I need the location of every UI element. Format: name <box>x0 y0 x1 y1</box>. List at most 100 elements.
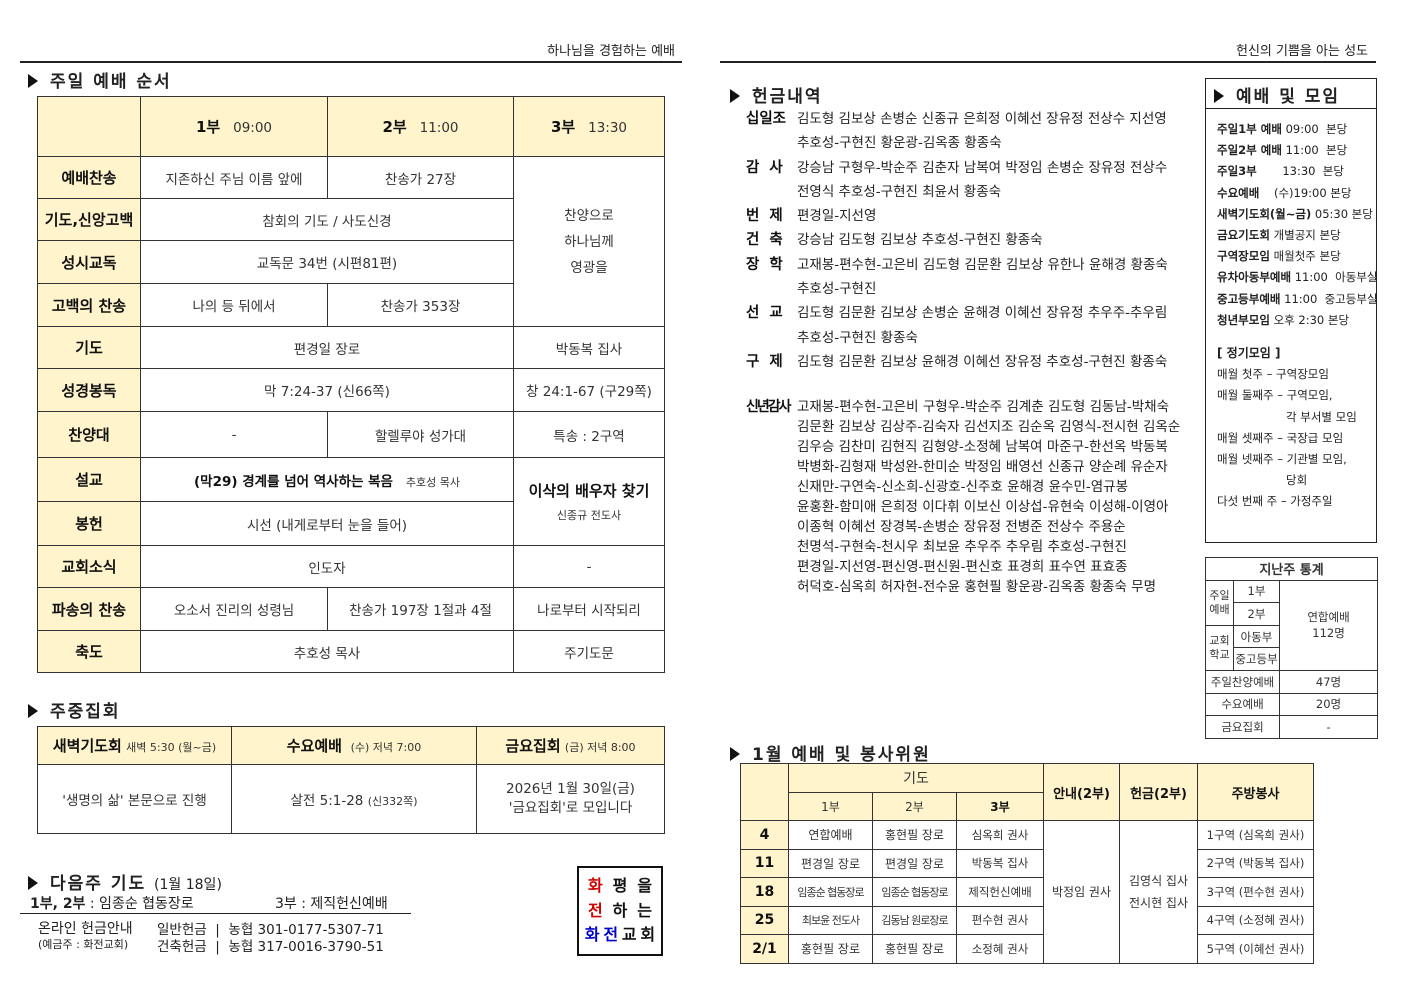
wednesday-header: 수요예배 (수) 저녁 7:00 <box>231 726 477 765</box>
offering-names: 추호성-구현진 황운광-김옥종 황종숙 <box>797 135 1002 152</box>
row-label: 기도 <box>37 326 141 369</box>
offering-row: 선 교 김도형 김문환 김보상 손병순 윤해경 이혜선 장유정 추우주-추우림 <box>746 301 1196 325</box>
meetings-title: 예배 및 모임 <box>1206 79 1376 109</box>
prayer-2: 홍현필 장로 <box>872 934 957 964</box>
prayer-2: 임종순 협동장로 <box>872 877 957 907</box>
offering-category: 선 교 <box>746 305 783 322</box>
corner-cell <box>37 96 141 157</box>
newyear-line: 박병화-김형재 박성완-한미순 박정임 배영선 신종규 양순례 유순자 <box>797 459 1168 475</box>
newyear-line: 천명석-구현숙-천시우 최보윤 추우주 추우림 추호성-구현진 <box>797 539 1127 555</box>
meeting-name: 수요예배 <box>1217 185 1260 200</box>
kitchen: 2구역 (박동복 집사) <box>1197 848 1314 878</box>
fri-count: - <box>1278 715 1379 739</box>
offering-category: 번 제 <box>746 208 783 225</box>
cell: 교독문 34번 (시편81편) <box>140 240 514 284</box>
section-title-servers: 1월 예배 및 봉사위원 <box>730 740 931 765</box>
motto-char: 교 <box>621 925 637 945</box>
next-prayer-3: 3부 : 제직헌신예배 <box>275 896 388 912</box>
youth: 중고등부 <box>1233 647 1280 671</box>
prayer-2: 홍현필 장로 <box>872 820 957 850</box>
prayer-2: 김동남 원로장로 <box>872 905 957 935</box>
meeting-time: 11:00 본당 <box>1285 143 1348 158</box>
prayer-3: 박동복 집사 <box>956 848 1044 878</box>
sermon-cell: (막29) 경계를 넘어 역사하는 복음 추호성 목사 <box>140 457 514 502</box>
meeting-name: 주일1부 예배 <box>1217 122 1282 136</box>
service-3-sermon-cell: 이삭의 배우자 찾기 신종규 전도사 <box>513 457 665 546</box>
meeting-time: 오후 2:30 본당 <box>1273 312 1350 327</box>
dawn-prayer-body: '생명의 삶' 본문으로 진행 <box>37 764 232 834</box>
offering-category: 구 제 <box>746 353 783 370</box>
offering-cell: 김영식 집사 전시현 집사 <box>1119 820 1198 964</box>
wed-count: 20명 <box>1278 692 1379 717</box>
corner <box>740 763 789 821</box>
cell: 할렐루야 성가대 <box>327 411 514 458</box>
row-label: 예배찬송 <box>37 156 141 199</box>
praise-count: 47명 <box>1278 669 1379 694</box>
prayer-1: 홍현필 장로 <box>788 934 873 964</box>
meeting-name: 중고등부예배 <box>1217 291 1281 306</box>
cell: 참회의 기도 / 사도신경 <box>140 198 514 241</box>
kitchen: 3구역 (편수현 권사) <box>1197 877 1314 907</box>
motto-char: 하 <box>612 900 628 920</box>
offering-row: 추호성-구현진 황운광-김옥종 황종숙 <box>746 131 1196 155</box>
section-title-offerings: 헌금내역 <box>730 82 823 107</box>
meeting-name: 금요기도회 <box>1217 228 1270 243</box>
prayer-3: 심옥희 권사 <box>956 820 1044 850</box>
offering-row: 추호성-구현진 황종숙 <box>746 326 1196 350</box>
row-label: 설교 <box>37 457 141 502</box>
offering-names: 추호성-구현진 <box>797 281 877 298</box>
motto-char: 는 <box>637 900 653 920</box>
cell: 인도자 <box>140 545 514 588</box>
server-row: 18 임종순 협동장로 임종순 협동장로 제직헌신예배 3구역 (편수현 권사) <box>740 877 1314 907</box>
left-page-header: 하나님을 경험하는 예배 <box>547 44 675 59</box>
offering-names: 김도형 김보상 손병순 신종규 은희정 이혜선 장유정 전상수 지선영 <box>797 111 1167 127</box>
service-1-header: 1부 09:00 <box>140 96 328 157</box>
col-1: 1부 <box>788 791 873 821</box>
offering-row: 건 축 강승남 김도형 김보상 추호성-구현진 황종숙 <box>746 228 1196 252</box>
service-3-praise-cell: 찬양으로 하나님께 영광을 <box>513 156 665 327</box>
right-page-header: 헌신의 기쁨을 아는 성도 <box>1236 44 1368 59</box>
row-label: 파송의 찬송 <box>37 587 141 631</box>
prayer-1: 최보윤 전도사 <box>788 905 873 935</box>
meetings-list: 주일1부 예배 09:00 본당 주일2부 예배 11:00 본당 주일3부 13:… <box>1206 109 1378 331</box>
offering-row: 구 제 김도형 김문환 김보상 윤해경 이혜선 장유정 추호성-구현진 황종숙 <box>746 350 1196 374</box>
offering-row: 추호성-구현진 <box>746 277 1196 301</box>
meeting-time: 매월첫주 본당 <box>1273 249 1341 264</box>
cell: 추호성 목사 <box>140 630 514 673</box>
motto-char: 전 <box>587 900 603 920</box>
meeting-time: (수)19:00 본당 <box>1262 185 1352 200</box>
prayer-3: 제직헌신예배 <box>956 877 1044 907</box>
newyear-names: 고재봉-편수현-고은비 구형우-박순주 김계춘 김도형 김동남-박채숙 김문환 김… <box>797 397 1180 597</box>
newyear-line: 허덕호-심옥희 허자현-전수윤 홍현필 황운광-김옥종 황종숙 무명 <box>797 579 1156 595</box>
offering-names: 김도형 김문환 김보상 윤해경 이혜선 장유정 추호성-구현진 황종숙 <box>797 353 1168 370</box>
cell: 오소서 진리의 성령님 <box>140 587 328 631</box>
meeting-time: 09:00 본당 <box>1285 122 1348 136</box>
wednesday-body: 살전 5:1-28 (신332쪽) <box>231 764 477 834</box>
row-label: 축도 <box>37 630 141 673</box>
offering-category: 십일조 <box>746 111 787 127</box>
prayer-3: 소정혜 권사 <box>956 934 1044 964</box>
date: 11 <box>740 848 789 878</box>
row-label: 고백의 찬송 <box>37 283 141 327</box>
newyear-line: 고재봉-편수현-고은비 구형우-박순주 김계춘 김도형 김동남-박채숙 <box>797 399 1169 415</box>
meeting-item: 중고등부예배 11:00 중고등부실 <box>1206 289 1378 310</box>
motto-char: 화 <box>584 925 600 945</box>
kids: 아동부 <box>1233 624 1280 649</box>
cell: 주기도문 <box>513 630 665 673</box>
friday-header: 금요집회 (금) 저녁 8:00 <box>476 726 665 765</box>
prayer-2: 편경일 장로 <box>872 848 957 878</box>
triangle-bullet-icon <box>730 747 740 761</box>
offering-names: 전영식 추호성-구현진 최윤서 황종숙 <box>797 183 1002 200</box>
regular-meeting: 다섯 번째 주 – 가정주일 <box>1217 494 1333 509</box>
kitchen: 5구역 (이혜선 권사) <box>1197 934 1314 964</box>
row-label: 기도,신앙고백 <box>37 198 141 241</box>
col-3: 3부 <box>956 791 1044 821</box>
divider <box>20 61 682 63</box>
meeting-item: 주일2부 예배 11:00 본당 <box>1206 140 1376 161</box>
prayer-header: 기도 <box>788 763 1044 793</box>
midweek-table: 새벽기도회 새벽 5:30 (월~금) 수요예배 (수) 저녁 7:00 금요집… <box>37 726 665 834</box>
newyear-line: 신재만-구연숙-신소희-신광호-신주호 윤해경 윤수민-염규봉 <box>797 479 1129 495</box>
cell: 특송 : 2구역 <box>513 411 665 458</box>
cell: 나로부터 시작되리 <box>513 587 665 631</box>
cell: 시선 (내게로부터 눈을 들어) <box>140 501 514 546</box>
